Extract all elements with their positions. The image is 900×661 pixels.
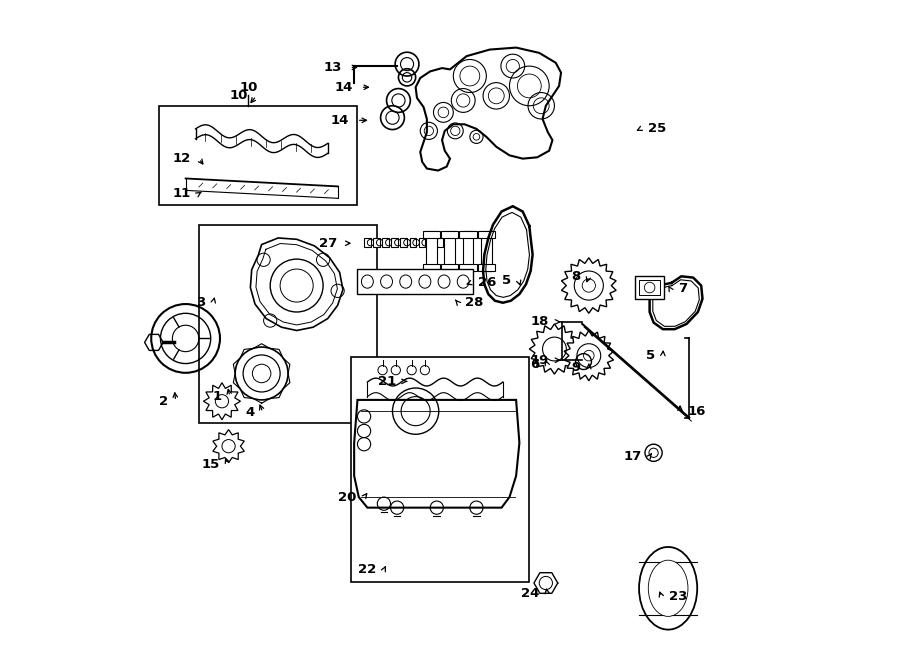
Text: 4: 4 — [246, 406, 255, 419]
Text: 14: 14 — [330, 114, 349, 127]
Text: 23: 23 — [670, 590, 688, 603]
Bar — [159, 106, 357, 205]
Text: 16: 16 — [688, 405, 706, 418]
Text: 10: 10 — [230, 89, 248, 102]
Bar — [463, 231, 473, 271]
Text: 12: 12 — [173, 152, 191, 165]
Polygon shape — [529, 324, 580, 374]
Bar — [423, 231, 440, 238]
Polygon shape — [564, 330, 614, 381]
Text: 27: 27 — [320, 237, 338, 250]
Bar — [410, 238, 416, 247]
Bar — [427, 231, 436, 271]
Bar — [423, 264, 440, 271]
Polygon shape — [212, 430, 244, 463]
Text: 26: 26 — [479, 276, 497, 290]
Text: 21: 21 — [377, 375, 396, 388]
Text: 22: 22 — [357, 563, 376, 576]
Text: 28: 28 — [465, 295, 483, 309]
Bar — [441, 231, 458, 238]
Bar — [364, 238, 371, 247]
Text: 18: 18 — [531, 315, 549, 329]
Ellipse shape — [438, 275, 450, 288]
Bar — [382, 238, 389, 247]
Bar — [436, 238, 444, 247]
Polygon shape — [562, 258, 617, 313]
Text: 19: 19 — [531, 354, 549, 367]
Text: 20: 20 — [338, 490, 356, 504]
Text: 6: 6 — [530, 358, 539, 371]
Text: 7: 7 — [678, 282, 688, 295]
Text: 13: 13 — [323, 61, 342, 74]
Polygon shape — [203, 383, 240, 420]
Text: 17: 17 — [624, 449, 642, 463]
Bar — [351, 357, 529, 582]
Bar — [460, 264, 477, 271]
Text: 2: 2 — [158, 395, 167, 408]
Bar — [428, 238, 435, 247]
Text: 25: 25 — [648, 122, 667, 136]
Bar — [357, 269, 473, 294]
Ellipse shape — [418, 275, 431, 288]
Bar — [400, 238, 407, 247]
Ellipse shape — [648, 561, 688, 616]
Text: 14: 14 — [335, 81, 353, 94]
Bar — [478, 231, 495, 238]
Bar — [392, 238, 398, 247]
Polygon shape — [250, 238, 343, 330]
Polygon shape — [355, 400, 519, 508]
Ellipse shape — [639, 547, 698, 629]
Text: 8: 8 — [572, 270, 580, 283]
Text: 3: 3 — [196, 295, 205, 309]
Bar — [639, 280, 661, 295]
Bar — [418, 238, 425, 247]
Bar — [199, 225, 377, 423]
Polygon shape — [416, 48, 561, 171]
Text: 24: 24 — [521, 587, 539, 600]
Text: 5: 5 — [501, 274, 511, 288]
Text: 11: 11 — [173, 187, 191, 200]
Bar — [460, 231, 477, 238]
Bar — [445, 231, 455, 271]
Bar — [374, 238, 380, 247]
Bar — [482, 231, 491, 271]
Text: 15: 15 — [202, 457, 220, 471]
Ellipse shape — [381, 275, 392, 288]
Ellipse shape — [400, 275, 411, 288]
Text: 1: 1 — [212, 390, 222, 403]
Ellipse shape — [457, 275, 469, 288]
Bar — [635, 276, 664, 299]
Bar — [478, 264, 495, 271]
Text: 9: 9 — [572, 361, 580, 374]
Ellipse shape — [362, 275, 374, 288]
Text: 10: 10 — [239, 81, 257, 94]
Text: 5: 5 — [646, 349, 655, 362]
Bar — [441, 264, 458, 271]
